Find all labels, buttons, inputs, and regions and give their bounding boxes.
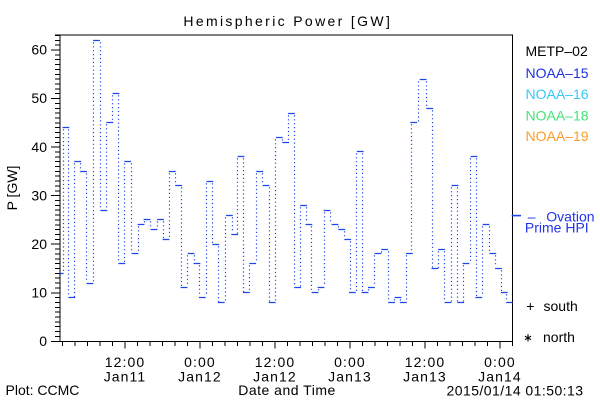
svg-text:12:00: 12:00 (405, 354, 446, 370)
svg-text:40: 40 (31, 139, 47, 155)
svg-text:+: + (526, 298, 534, 314)
svg-text:12:00: 12:00 (105, 354, 146, 370)
svg-text:0:00: 0:00 (184, 354, 216, 370)
svg-text:Jan13: Jan13 (328, 369, 372, 385)
svg-text:Jan14: Jan14 (478, 369, 522, 385)
svg-text:0:00: 0:00 (484, 354, 516, 370)
svg-text:Jan12: Jan12 (253, 369, 297, 385)
svg-text:12:00: 12:00 (255, 354, 296, 370)
svg-text:south: south (544, 298, 578, 314)
svg-text:Date and Time: Date and Time (238, 382, 336, 398)
svg-text:30: 30 (31, 187, 47, 203)
svg-text:METP–02: METP–02 (526, 43, 588, 59)
svg-text:10: 10 (31, 284, 47, 300)
svg-text:0: 0 (39, 333, 47, 349)
svg-text:Jan12: Jan12 (178, 369, 222, 385)
svg-text:Prime HPI: Prime HPI (525, 220, 589, 236)
svg-text:Plot: CCMC: Plot: CCMC (6, 382, 80, 398)
svg-text:2015/01/14 01:50:13: 2015/01/14 01:50:13 (446, 383, 583, 399)
svg-text:Hemispheric Power [GW]: Hemispheric Power [GW] (183, 13, 392, 29)
svg-text:NOAA–16: NOAA–16 (526, 86, 589, 102)
svg-text:–: – (528, 208, 536, 224)
svg-text:NOAA–15: NOAA–15 (526, 65, 589, 81)
svg-text:20: 20 (31, 236, 47, 252)
svg-text:north: north (543, 329, 575, 345)
svg-text:P [GW]: P [GW] (4, 166, 20, 211)
svg-text:Jan13: Jan13 (403, 369, 447, 385)
svg-text:Jan11: Jan11 (104, 369, 147, 385)
svg-text:Ovation: Ovation (546, 208, 594, 224)
svg-text:50: 50 (31, 90, 47, 106)
svg-text:NOAA–19: NOAA–19 (526, 128, 589, 144)
svg-text:NOAA–18: NOAA–18 (526, 107, 589, 123)
svg-text:0:00: 0:00 (334, 354, 366, 370)
svg-text:60: 60 (31, 42, 47, 58)
